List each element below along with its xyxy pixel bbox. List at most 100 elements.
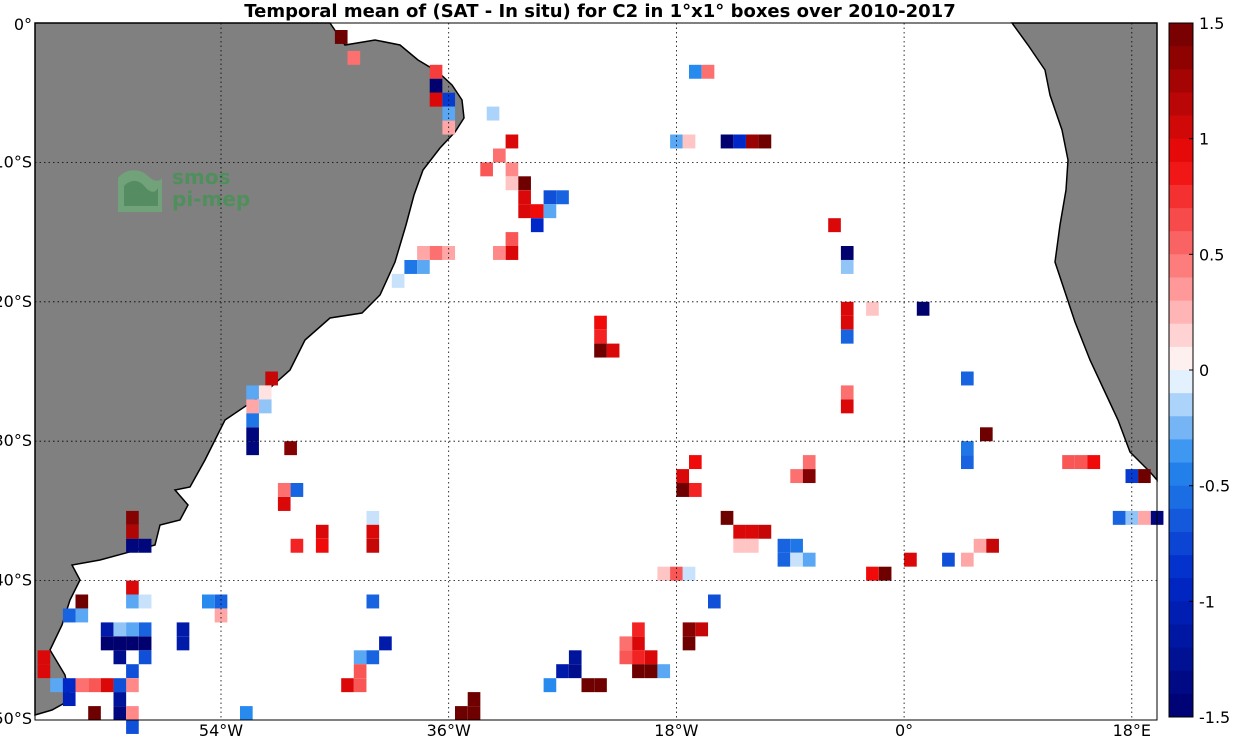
colorbar-tick-label: -1 bbox=[1199, 592, 1215, 611]
colorbar-level bbox=[1169, 531, 1193, 556]
data-cell bbox=[50, 678, 63, 693]
data-cell bbox=[126, 706, 139, 721]
data-cell bbox=[138, 538, 152, 553]
data-cell bbox=[644, 664, 658, 679]
colorbar-level bbox=[1169, 485, 1193, 510]
data-cell bbox=[391, 273, 405, 288]
data-cell bbox=[138, 650, 152, 665]
longitude-label: 54°W bbox=[199, 721, 243, 738]
data-cell bbox=[594, 678, 607, 693]
data-cell bbox=[505, 176, 519, 191]
map-title: Temporal mean of (SAT - In situ) for C2 … bbox=[244, 1, 955, 22]
data-cell bbox=[1062, 455, 1075, 470]
data-cell bbox=[619, 650, 633, 665]
data-cell bbox=[530, 218, 544, 233]
data-cell bbox=[942, 552, 955, 567]
data-cell bbox=[1138, 510, 1151, 525]
data-cell bbox=[505, 162, 519, 177]
data-cell bbox=[790, 552, 803, 567]
data-cell bbox=[594, 315, 607, 330]
data-cell bbox=[701, 64, 715, 79]
colorbar-ticks: 1.5 1 0.5 0 -0.5 -1 -1.5 bbox=[1189, 14, 1230, 727]
data-cell bbox=[632, 650, 645, 665]
data-cell bbox=[518, 176, 531, 191]
smos-pi-mep-watermark: smos pi-mep bbox=[118, 165, 250, 212]
colorbar-level bbox=[1169, 670, 1193, 695]
data-cell bbox=[467, 692, 481, 707]
colorbar-level bbox=[1169, 254, 1193, 278]
data-cell bbox=[802, 552, 816, 567]
data-cell bbox=[840, 329, 854, 344]
colorbar-level bbox=[1169, 161, 1193, 186]
latitude-labels: 0° 10°S 20°S 30°S 40°S 50°S bbox=[0, 15, 32, 728]
data-cell bbox=[594, 329, 607, 344]
data-cell bbox=[493, 148, 506, 163]
data-cell bbox=[480, 162, 493, 177]
data-cell bbox=[334, 30, 348, 44]
longitude-label: 0° bbox=[895, 721, 913, 738]
data-cell bbox=[138, 594, 152, 609]
data-cell bbox=[290, 538, 304, 553]
watermark-line-2: pi-mep bbox=[172, 187, 250, 211]
data-cell bbox=[632, 622, 645, 637]
data-cell bbox=[777, 538, 791, 553]
colorbar-tick-label: 1 bbox=[1199, 130, 1209, 149]
data-cell bbox=[315, 538, 329, 553]
colorbar-level bbox=[1169, 346, 1193, 371]
data-cell bbox=[126, 510, 139, 525]
data-cell bbox=[866, 566, 879, 581]
latitude-label: 20°S bbox=[0, 292, 32, 311]
data-cell bbox=[973, 538, 987, 553]
data-cell bbox=[113, 636, 127, 651]
data-cell bbox=[341, 678, 354, 693]
colorbar-level bbox=[1169, 46, 1193, 70]
data-cell bbox=[518, 204, 531, 219]
data-cell bbox=[113, 678, 127, 693]
data-cell bbox=[88, 706, 101, 721]
data-cell bbox=[568, 650, 582, 665]
data-cell bbox=[840, 385, 854, 400]
data-cell bbox=[126, 636, 139, 651]
data-cell bbox=[126, 720, 139, 734]
data-cell bbox=[100, 636, 114, 651]
data-cell bbox=[802, 469, 816, 484]
data-cell bbox=[214, 608, 228, 623]
data-cell bbox=[840, 260, 854, 274]
colorbar bbox=[1168, 22, 1194, 718]
data-cell bbox=[543, 678, 557, 693]
data-cell bbox=[202, 594, 215, 609]
graticule-grid bbox=[35, 23, 1157, 720]
colorbar-level bbox=[1169, 92, 1193, 116]
data-cell bbox=[37, 664, 51, 679]
data-cell bbox=[720, 510, 734, 525]
watermark-logo-icon bbox=[118, 170, 162, 212]
data-cell bbox=[758, 524, 772, 539]
data-cell bbox=[746, 538, 759, 553]
data-cell bbox=[126, 580, 139, 595]
data-cell bbox=[277, 497, 291, 511]
data-cell bbox=[632, 636, 645, 651]
data-cell bbox=[353, 678, 367, 693]
data-cell bbox=[486, 106, 500, 121]
data-cell bbox=[543, 190, 557, 205]
data-cell bbox=[670, 566, 683, 581]
data-cell bbox=[594, 343, 607, 358]
data-cell bbox=[581, 678, 595, 693]
data-cell bbox=[619, 636, 633, 651]
data-cell bbox=[417, 246, 430, 260]
data-cell bbox=[878, 566, 892, 581]
latitude-label: 50°S bbox=[0, 709, 32, 728]
data-cell bbox=[840, 399, 854, 414]
colorbar-level bbox=[1169, 578, 1193, 602]
data-cell bbox=[840, 301, 854, 316]
data-cell bbox=[404, 260, 418, 274]
data-cell bbox=[657, 664, 671, 679]
data-cell bbox=[417, 260, 430, 274]
data-cell bbox=[1125, 469, 1139, 484]
data-cell bbox=[347, 50, 361, 65]
data-cell bbox=[366, 650, 380, 665]
data-cell bbox=[556, 190, 569, 205]
colorbar-level bbox=[1169, 624, 1193, 648]
data-cell bbox=[682, 566, 696, 581]
data-cell bbox=[284, 441, 297, 456]
